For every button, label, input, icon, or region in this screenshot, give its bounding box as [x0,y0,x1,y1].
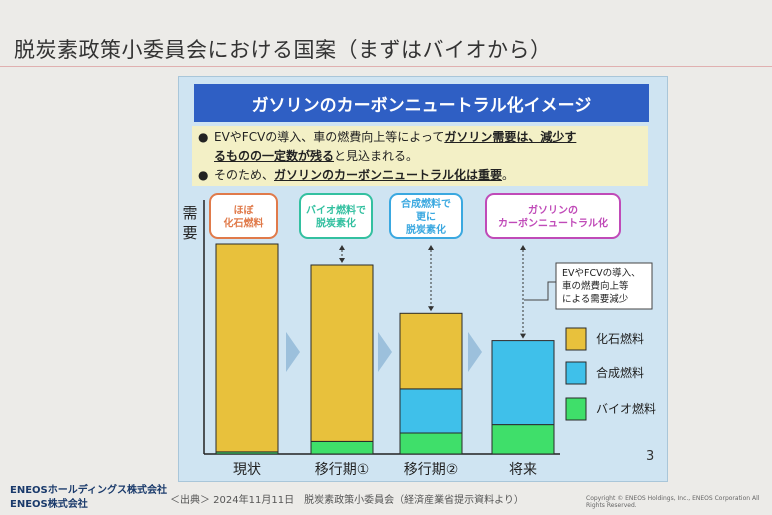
company-logo-line2: ENEOS株式会社 [10,499,88,510]
bullet-2: ● そのため、ガソリンのカーボンニュートラル化は重要。 [198,166,642,185]
stage-label-text: 合成燃料で [400,197,451,210]
stage-label-text: 更に [416,211,436,223]
bar-segment [310,264,374,442]
x-tick-label: 移行期② [404,462,459,478]
stage-label-text: バイオ燃料で [306,204,366,217]
stage-label-text: ガソリンの [528,204,578,217]
annotation-text: 車の燃費向上等 [562,280,629,292]
citation: ＜出典＞ 2024年11月11日 脱炭素政策小委員会（経済産業省提示資料より） [170,495,524,506]
stage-label-box [299,193,373,239]
bar-segment [491,424,555,455]
transition-arrow [286,332,300,372]
bar-segment [399,432,463,455]
legend-swatch [565,327,587,351]
title-divider [0,66,772,67]
legend-label: バイオ燃料 [596,401,656,416]
banner-title: ガソリンのカーボンニュートラル化イメージ [194,84,649,122]
x-tick-label: 移行期① [315,462,370,478]
transition-arrow [468,332,482,372]
bullet-marker: ● [198,168,209,182]
arrowhead [339,258,345,263]
stage-label-text: 脱炭素化 [316,217,356,230]
bullet-1-tail: と見込まれる。 [334,149,419,163]
legend-swatch [565,397,587,421]
page-number: 3 [646,449,654,464]
bullet-1-emphasis-2: るものの一定数が残る [214,149,335,163]
stage-label-box [209,193,278,239]
legend-label: 化石燃料 [596,331,644,346]
bullet-2-tail: 。 [502,168,515,182]
bullet-1-continued: るものの一定数が残ると見込まれる。 [198,147,642,166]
stage-label-text: ほぼ [234,204,255,217]
arrowhead [428,245,434,250]
stage-label-text: 脱炭素化 [406,223,446,236]
copyright: Copyright © ENEOS Holdings, Inc., ENEOS … [586,495,760,509]
annotation-text: による需要減少 [562,293,629,305]
bullet-1-emphasis: ガソリン需要は、減少す [444,130,577,144]
legend-swatch [565,361,587,385]
bullet-1: ● EVやFCVの導入、車の燃費向上等によってガソリン需要は、減少す [198,128,642,147]
bullet-1-text: EVやFCVの導入、車の燃費向上等によって [214,130,445,144]
legend-label: 合成燃料 [596,365,644,380]
annotation-box [555,262,653,310]
bullet-marker: ● [198,130,209,144]
bullet-2-text: そのため、 [214,168,275,182]
stage-label-box [485,193,621,239]
stage-label-text: カーボンニュートラル化 [498,217,608,230]
arrowhead [428,306,434,312]
y-axis-label: 需 [182,204,197,222]
arrowhead [520,245,526,250]
company-logo-line1: ENEOSホールディングス株式会社 [10,485,168,496]
annotation-leader [524,281,556,301]
bullet-box: ● EVやFCVの導入、車の燃費向上等によってガソリン需要は、減少す るものの一定… [192,126,648,186]
x-tick-label: 現状 [233,462,261,478]
bar-segment [310,440,374,455]
x-tick-label: 将来 [509,462,537,478]
slide-title: 脱炭素政策小委員会における国案（まずはバイオから） [14,38,552,62]
transition-arrow [378,332,392,372]
bullet-2-emphasis: ガソリンのカーボンニュートラル化は重要 [274,168,503,182]
y-axis-label: 要 [182,224,197,242]
bar-segment [399,312,463,390]
arrowhead [520,333,526,339]
bar-segment [215,243,279,453]
stage-label-box [389,193,463,239]
stage-label-text: 化石燃料 [224,217,264,230]
annotation-text: EVやFCVの導入、 [562,267,641,279]
bar-segment [491,340,555,426]
bar-segment [399,388,463,434]
arrowhead [339,245,345,250]
